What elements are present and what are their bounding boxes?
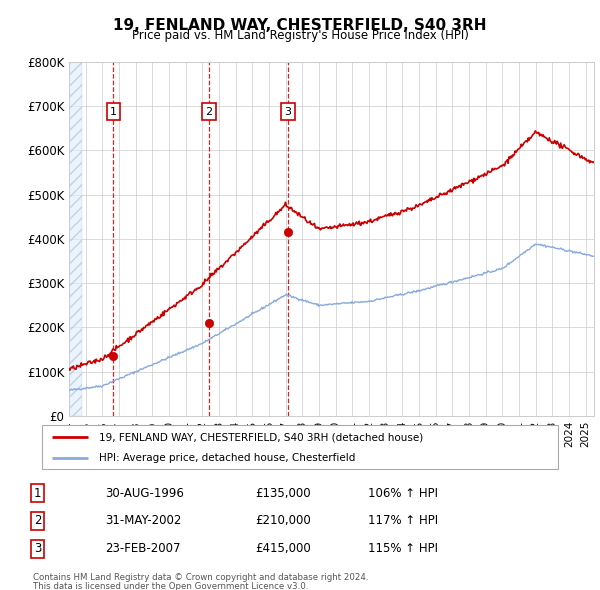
Text: 1: 1	[110, 107, 117, 116]
Text: 2: 2	[206, 107, 213, 116]
Text: 106% ↑ HPI: 106% ↑ HPI	[368, 487, 437, 500]
Text: 19, FENLAND WAY, CHESTERFIELD, S40 3RH (detached house): 19, FENLAND WAY, CHESTERFIELD, S40 3RH (…	[99, 432, 423, 442]
Text: Price paid vs. HM Land Registry's House Price Index (HPI): Price paid vs. HM Land Registry's House …	[131, 30, 469, 42]
Text: This data is licensed under the Open Government Licence v3.0.: This data is licensed under the Open Gov…	[33, 582, 308, 590]
Text: 2: 2	[34, 514, 41, 527]
Text: 115% ↑ HPI: 115% ↑ HPI	[368, 542, 437, 555]
Text: HPI: Average price, detached house, Chesterfield: HPI: Average price, detached house, Ches…	[99, 453, 355, 463]
Text: 19, FENLAND WAY, CHESTERFIELD, S40 3RH: 19, FENLAND WAY, CHESTERFIELD, S40 3RH	[113, 18, 487, 32]
Bar	[69, 62, 82, 416]
Text: 117% ↑ HPI: 117% ↑ HPI	[368, 514, 438, 527]
Text: £415,000: £415,000	[255, 542, 311, 555]
Text: £210,000: £210,000	[255, 514, 311, 527]
Text: 1: 1	[34, 487, 41, 500]
Text: 30-AUG-1996: 30-AUG-1996	[106, 487, 184, 500]
FancyBboxPatch shape	[42, 425, 558, 469]
Text: 3: 3	[284, 107, 292, 116]
Text: 31-MAY-2002: 31-MAY-2002	[106, 514, 182, 527]
Text: 3: 3	[34, 542, 41, 555]
Text: Contains HM Land Registry data © Crown copyright and database right 2024.: Contains HM Land Registry data © Crown c…	[33, 573, 368, 582]
Text: 23-FEB-2007: 23-FEB-2007	[106, 542, 181, 555]
Text: £135,000: £135,000	[255, 487, 311, 500]
